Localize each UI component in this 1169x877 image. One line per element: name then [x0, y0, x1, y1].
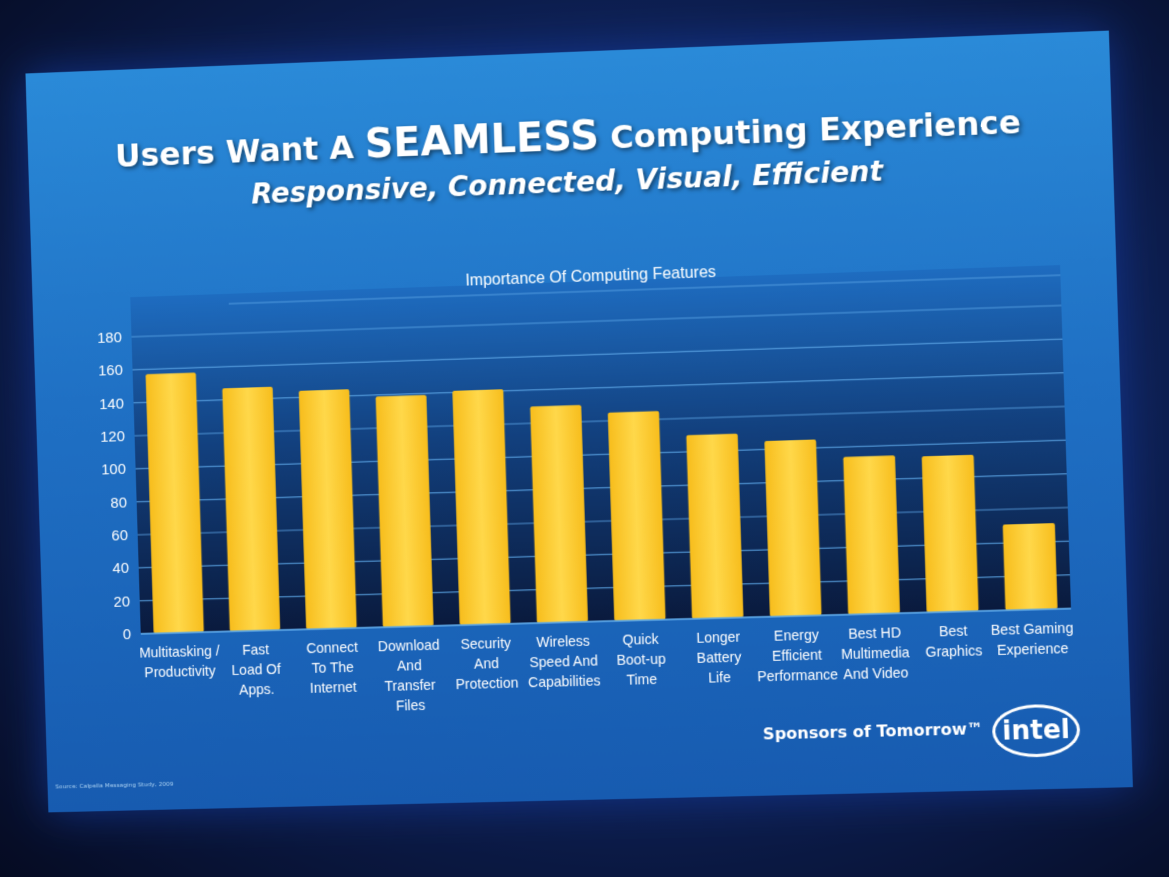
x-tick-label: Connect To The Internet [306, 639, 359, 696]
presentation-slide: Users Want A SEAMLESS Computing Experien… [25, 31, 1132, 813]
x-tick-label: Fast Load Of Apps. [231, 641, 282, 698]
x-tick-label-line: Download [378, 637, 440, 655]
bar-chart: Importance Of Computing Features02040608… [71, 234, 1096, 774]
x-tick-label-line: Internet [310, 679, 358, 696]
x-tick-label-line: Experience [997, 640, 1069, 658]
x-tick-label-line: Life [708, 669, 731, 686]
bar [222, 387, 280, 632]
y-tick-label: 100 [101, 462, 126, 479]
bar [376, 395, 434, 627]
bar [764, 439, 821, 616]
x-tick-label-line: Wireless [536, 633, 590, 651]
x-tick-label-line: Connect [306, 639, 358, 656]
x-tick-label-line: Best [939, 622, 968, 639]
bar [843, 455, 900, 614]
x-tick-label-line: Energy [774, 626, 819, 643]
y-tick-label: 80 [110, 495, 127, 511]
bar [922, 455, 979, 613]
x-tick-label-line: To The [311, 659, 354, 676]
x-tick-label: WirelessSpeed And Capabilities [527, 632, 601, 690]
bar [686, 434, 743, 619]
x-tick-label-line: Longer [696, 629, 741, 646]
x-tick-label-line: Capabilities [528, 672, 601, 690]
x-tick-label-line: Time [626, 671, 657, 688]
x-tick-label-line: Productivity [144, 662, 216, 680]
x-tick-label: Quick Boot-up Time [616, 631, 667, 688]
x-tick-label: Security And Protection [454, 635, 518, 693]
x-tick-label-line: Transfer [384, 677, 436, 694]
y-tick-label: 0 [123, 627, 132, 643]
x-tick-label-line: Best HD [848, 624, 901, 642]
x-tick-label-line: Graphics [925, 642, 982, 660]
x-tick-label-line: Quick [622, 631, 658, 648]
bar [608, 411, 666, 621]
title-emphasis: SEAMLESS [364, 113, 600, 168]
title-suffix: Computing Experience [599, 103, 1022, 157]
bar [1003, 523, 1058, 610]
x-tick-label-line: Fast [242, 641, 269, 658]
y-tick-label: 180 [97, 330, 122, 347]
intel-logo-text: intel [1002, 715, 1071, 747]
bar [452, 389, 510, 625]
x-tick-label-line: Battery [696, 649, 741, 666]
x-tick-label: Energy Efficient Performance [756, 626, 839, 684]
x-tick-label-line: Efficient [772, 646, 823, 663]
x-tick-label: Longer Battery Life [696, 629, 742, 686]
bar [530, 405, 588, 623]
y-tick-label: 40 [112, 561, 129, 577]
x-tick-label-line: Protection [455, 674, 518, 692]
x-tick-label-line: Files [396, 697, 426, 714]
y-tick-label: 60 [111, 528, 128, 544]
x-tick-label-line: Security [460, 635, 511, 652]
title-prefix: Users Want A [115, 128, 366, 175]
x-tick-label: Multitasking /Productivity [139, 643, 220, 681]
x-tick-label-line: Multimedia [841, 644, 910, 662]
x-tick-label: Download And Transfer Files [378, 637, 442, 714]
x-tick-label: Best Graphics [925, 622, 983, 660]
x-tick-label-line: Performance [757, 666, 839, 684]
y-tick-label: 120 [100, 429, 125, 446]
x-tick-label-line: And [397, 657, 422, 674]
x-tick-label-line: Load Of [231, 661, 281, 678]
x-tick-label: Best Gaming Experience [991, 620, 1075, 659]
x-tick-label-line: Speed And [529, 652, 598, 670]
x-tick-label-line: And [474, 655, 499, 672]
bar [299, 389, 357, 629]
x-tick-label-line: Best Gaming [991, 620, 1074, 638]
source-note: Source: Calpella Messaging Study, 2009 [55, 781, 173, 791]
x-tick-label-line: And Video [843, 664, 909, 682]
y-tick-label: 140 [99, 396, 124, 413]
y-tick-label: 160 [98, 363, 123, 380]
x-tick-label-line: Multitasking / [139, 643, 220, 661]
y-tick-label: 20 [113, 594, 130, 610]
x-tick-label-line: Apps. [239, 681, 275, 698]
x-tick-label-line: Boot-up [616, 651, 666, 668]
bar [146, 373, 204, 634]
x-tick-label: Best HD Multimedia And Video [840, 624, 911, 682]
